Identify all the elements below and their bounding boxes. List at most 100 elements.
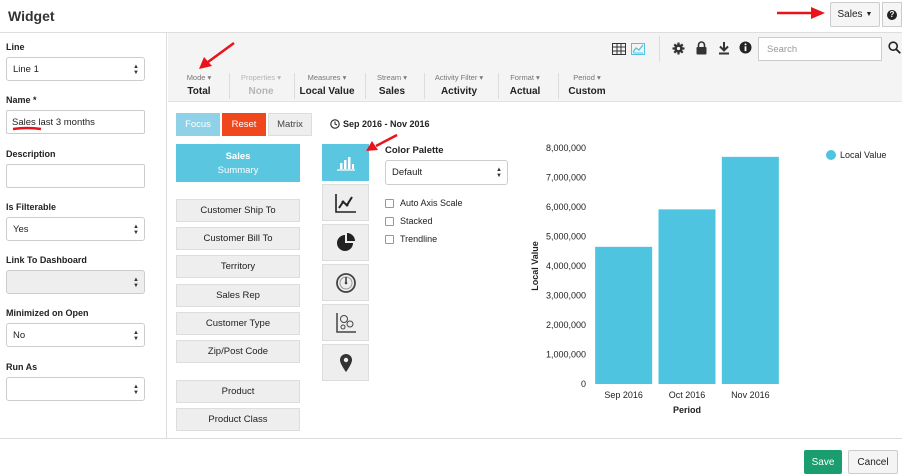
- save-button[interactable]: Save: [804, 450, 842, 474]
- mode-value: Total: [187, 86, 211, 97]
- gauge-icon: [335, 272, 356, 293]
- focus-button[interactable]: Focus: [176, 113, 220, 136]
- select-arrows-icon: ▲ ▼: [496, 167, 502, 179]
- sales-summary-button[interactable]: Sales Summary: [176, 144, 300, 182]
- cancel-button[interactable]: Cancel: [848, 450, 898, 474]
- footer-divider: [0, 438, 902, 439]
- select-arrows-icon: ▲ ▼: [133, 384, 139, 396]
- description-label: Description: [6, 149, 56, 159]
- x-tick-label: Sep 2016: [604, 390, 643, 400]
- activity-filter-value: Activity: [440, 86, 478, 97]
- bar: [595, 246, 653, 384]
- y-tick-label: 2,000,000: [546, 320, 586, 330]
- toolbar-separator: [558, 73, 559, 99]
- reset-button[interactable]: Reset: [222, 113, 266, 136]
- minimized-select[interactable]: No ▲ ▼: [6, 323, 145, 347]
- info-icon[interactable]: [739, 41, 752, 59]
- download-icon[interactable]: [718, 41, 730, 60]
- select-arrows-icon: ▲ ▼: [133, 224, 139, 236]
- properties-selector[interactable]: Properties ▾ None: [237, 73, 285, 97]
- line-label: Line: [6, 42, 25, 52]
- chart-view-icon[interactable]: [631, 42, 645, 60]
- line-chart-icon: [334, 193, 356, 213]
- caret-down-icon: ▼: [865, 11, 873, 18]
- x-tick-label: Nov 2016: [731, 390, 770, 400]
- dimension-button-customer-ship-to[interactable]: Customer Ship To: [176, 199, 300, 222]
- stacked-option[interactable]: Stacked: [385, 216, 433, 226]
- lock-icon[interactable]: [696, 41, 707, 60]
- mode-selector[interactable]: Mode ▾ Total: [183, 73, 215, 97]
- y-tick-label: 4,000,000: [546, 261, 586, 271]
- annotation-arrow-chart-type: [366, 133, 398, 151]
- y-tick-label: 5,000,000: [546, 232, 586, 242]
- toolbar-separator: [498, 73, 499, 99]
- chart-type-bar[interactable]: [322, 144, 369, 181]
- auto-axis-scale-label: Auto Axis Scale: [400, 198, 463, 208]
- bar: [658, 209, 716, 384]
- scatter-chart-icon: [335, 312, 356, 333]
- y-tick-label: 3,000,000: [546, 291, 586, 301]
- select-arrows-icon: ▲ ▼: [133, 277, 139, 289]
- bar-chart-icon: [336, 156, 355, 171]
- measures-selector[interactable]: Measures ▾ Local Value: [299, 73, 355, 97]
- dimension-button-product-class[interactable]: Product Class: [176, 408, 300, 431]
- sales-dropdown-button[interactable]: Sales ▼: [830, 2, 880, 27]
- trendline-label: Trendline: [400, 234, 438, 244]
- gear-icon[interactable]: [672, 42, 685, 60]
- question-circle-icon: ?: [887, 9, 897, 20]
- annotation-underline-name: [12, 126, 42, 131]
- chart-type-line[interactable]: [322, 184, 369, 221]
- chart-type-map[interactable]: [322, 344, 369, 381]
- table-view-icon[interactable]: [612, 42, 626, 60]
- matrix-button[interactable]: Matrix: [268, 113, 312, 136]
- y-tick-label: 7,000,000: [546, 173, 586, 183]
- x-axis-label: Period: [673, 405, 701, 415]
- trendline-option[interactable]: Trendline: [385, 234, 437, 244]
- y-tick-label: 0: [581, 379, 586, 389]
- search-icon[interactable]: [888, 41, 901, 59]
- window-title: Widget: [8, 8, 55, 24]
- y-axis-label: Local Value: [530, 241, 540, 291]
- dimension-button-customer-type[interactable]: Customer Type: [176, 312, 300, 335]
- auto-axis-scale-checkbox[interactable]: [385, 198, 394, 208]
- run-as-select[interactable]: ▲ ▼: [6, 377, 145, 401]
- dimension-button-zip-post-code[interactable]: Zip/Post Code: [176, 340, 300, 363]
- auto-axis-scale-option[interactable]: Auto Axis Scale: [385, 198, 463, 208]
- dimension-button-sales-rep[interactable]: Sales Rep: [176, 284, 300, 307]
- summary-line2: Summary: [217, 164, 259, 176]
- color-palette-value: Default: [392, 167, 423, 178]
- format-selector[interactable]: Format ▾ Actual: [505, 73, 545, 97]
- trendline-checkbox[interactable]: [385, 234, 394, 244]
- mode-caption: Mode: [186, 73, 206, 82]
- annotation-arrow-mode: [199, 41, 235, 69]
- chart-type-pie[interactable]: [322, 224, 369, 261]
- legend-label: Local Value: [840, 150, 886, 160]
- dimension-button-territory[interactable]: Territory: [176, 255, 300, 278]
- description-field[interactable]: [6, 164, 145, 188]
- chart-type-gauge[interactable]: [322, 264, 369, 301]
- stacked-checkbox[interactable]: [385, 216, 394, 226]
- help-button[interactable]: ?: [882, 2, 902, 27]
- period-selector[interactable]: Period ▾ Custom: [565, 73, 609, 97]
- minimized-select-value: No: [13, 329, 26, 341]
- sales-dropdown-label: Sales: [837, 9, 863, 20]
- chart-type-scatter[interactable]: [322, 304, 369, 341]
- stream-selector[interactable]: Stream ▾ Sales: [372, 73, 412, 97]
- link-dashboard-label: Link To Dashboard: [6, 255, 87, 265]
- toolbar-divider: [659, 36, 660, 62]
- dimension-button-customer-bill-to[interactable]: Customer Bill To: [176, 227, 300, 250]
- line-select[interactable]: Line 1 ▲ ▼: [6, 57, 145, 81]
- color-palette-label: Color Palette: [385, 145, 444, 156]
- name-field-value: Sales last 3 months: [12, 116, 95, 128]
- activity-filter-selector[interactable]: Activity Filter ▾ Activity: [430, 73, 488, 97]
- name-label: Name *: [6, 95, 37, 105]
- name-field[interactable]: Sales last 3 months: [6, 110, 145, 134]
- search-input[interactable]: Search: [758, 37, 882, 61]
- link-dashboard-select[interactable]: ▲ ▼: [6, 270, 145, 294]
- color-palette-select[interactable]: Default ▲ ▼: [385, 160, 508, 185]
- date-range: Sep 2016 - Nov 2016: [330, 119, 430, 129]
- dimension-button-product[interactable]: Product: [176, 380, 300, 403]
- filterable-select[interactable]: Yes ▲ ▼: [6, 217, 145, 241]
- toolbar-separator: [229, 73, 230, 99]
- activity-filter-caption: Activity Filter: [434, 73, 478, 82]
